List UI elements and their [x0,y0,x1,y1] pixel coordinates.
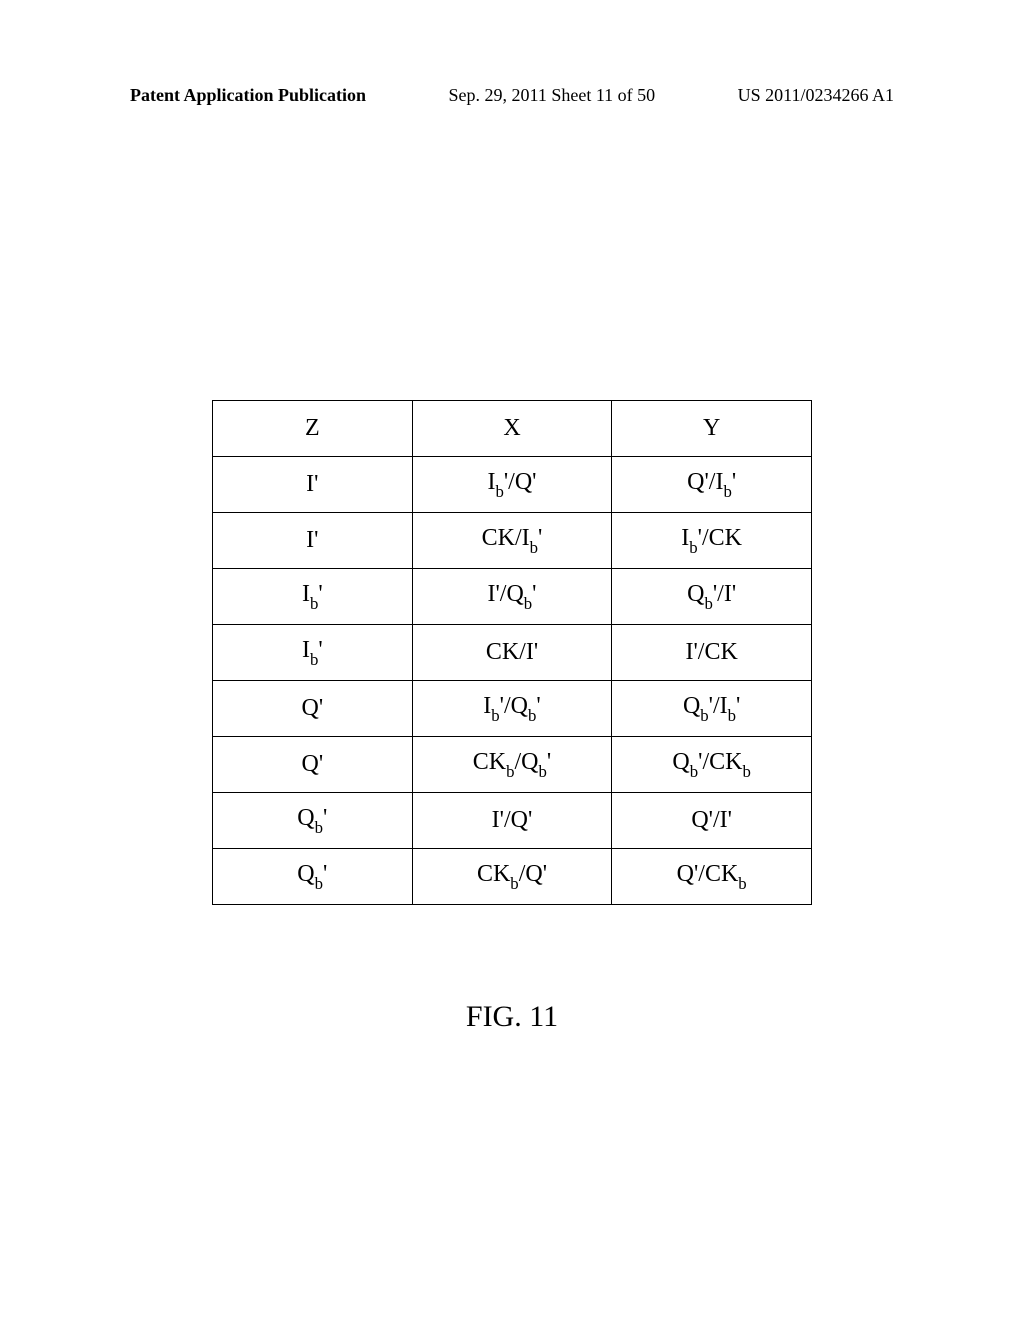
page-header: Patent Application Publication Sep. 29, … [0,85,1024,106]
table-cell: Q' [213,737,413,793]
table-cell: Q'/CKb [612,849,812,905]
figure-caption: FIG. 11 [466,1000,558,1034]
table-row: Ib'CK/I'I'/CK [213,625,812,681]
table-cell: I'/Q' [412,793,612,849]
table-header-cell: Y [612,401,812,457]
table-cell: CK/Ib' [412,513,612,569]
header-right: US 2011/0234266 A1 [738,85,894,106]
table-cell: CKb/Q' [412,849,612,905]
table-header-cell: X [412,401,612,457]
table-cell: Ib'/Qb' [412,681,612,737]
table-cell: CK/I' [412,625,612,681]
table-cell: I' [213,457,413,513]
header-center: Sep. 29, 2011 Sheet 11 of 50 [449,85,656,106]
table-cell: CKb/Qb' [412,737,612,793]
table-row: I'Ib'/Q'Q'/Ib' [213,457,812,513]
table-header-cell: Z [213,401,413,457]
table-cell: Qb'/CKb [612,737,812,793]
table-cell: I' [213,513,413,569]
data-table: ZXYI'Ib'/Q'Q'/Ib'I'CK/Ib'Ib'/CKIb'I'/Qb'… [212,400,812,905]
table-cell: Q' [213,681,413,737]
table-cell: Q'/Ib' [612,457,812,513]
table-row: Q'CKb/Qb'Qb'/CKb [213,737,812,793]
table-cell: Ib' [213,569,413,625]
table-cell: I'/CK [612,625,812,681]
data-table-container: ZXYI'Ib'/Q'Q'/Ib'I'CK/Ib'Ib'/CKIb'I'/Qb'… [212,400,812,905]
table-row: Q'Ib'/Qb'Qb'/Ib' [213,681,812,737]
header-left: Patent Application Publication [130,85,366,106]
table-row: I'CK/Ib'Ib'/CK [213,513,812,569]
table-cell: Qb' [213,793,413,849]
table-cell: Q'/I' [612,793,812,849]
table-cell: Qb' [213,849,413,905]
table-cell: Qb'/Ib' [612,681,812,737]
table-cell: Ib'/CK [612,513,812,569]
table-cell: Ib' [213,625,413,681]
table-row: Qb'I'/Q'Q'/I' [213,793,812,849]
table-cell: I'/Qb' [412,569,612,625]
table-row: Ib'I'/Qb'Qb'/I' [213,569,812,625]
table-cell: Ib'/Q' [412,457,612,513]
table-cell: Qb'/I' [612,569,812,625]
table-row: Qb'CKb/Q'Q'/CKb [213,849,812,905]
